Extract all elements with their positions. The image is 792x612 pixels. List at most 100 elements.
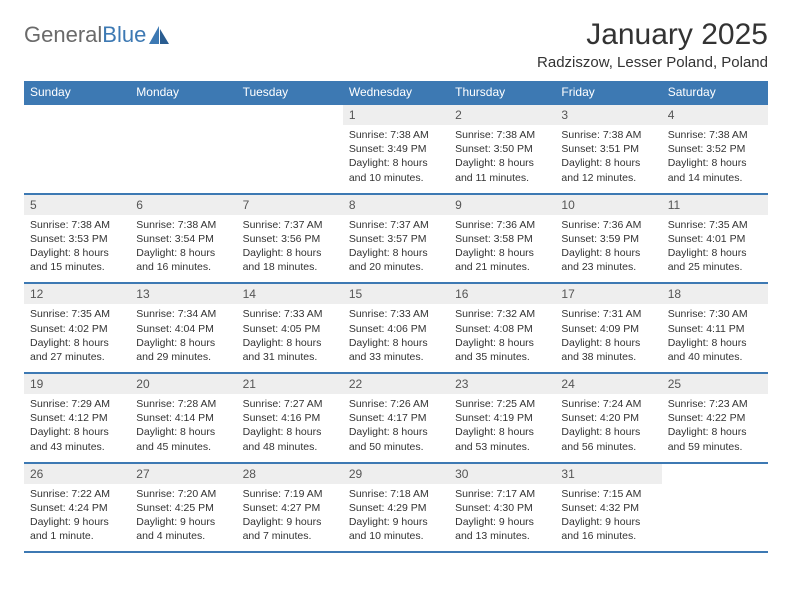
calendar-day-cell: 20Sunrise: 7:28 AMSunset: 4:14 PMDayligh… [130, 373, 236, 463]
daylight-text: Daylight: 9 hours and 1 minute. [30, 515, 124, 543]
day-body-blank [130, 125, 236, 183]
sunset-text: Sunset: 4:22 PM [668, 411, 762, 425]
day-body: Sunrise: 7:38 AMSunset: 3:51 PMDaylight:… [555, 125, 661, 193]
day-number: 31 [555, 464, 661, 484]
sunset-text: Sunset: 3:51 PM [561, 142, 655, 156]
day-body: Sunrise: 7:26 AMSunset: 4:17 PMDaylight:… [343, 394, 449, 462]
calendar-day-cell: 8Sunrise: 7:37 AMSunset: 3:57 PMDaylight… [343, 194, 449, 284]
calendar-day-cell: 16Sunrise: 7:32 AMSunset: 4:08 PMDayligh… [449, 283, 555, 373]
day-number: 24 [555, 374, 661, 394]
calendar-day-cell: 2Sunrise: 7:38 AMSunset: 3:50 PMDaylight… [449, 104, 555, 194]
sunset-text: Sunset: 4:05 PM [243, 322, 337, 336]
sunset-text: Sunset: 3:49 PM [349, 142, 443, 156]
sunset-text: Sunset: 4:29 PM [349, 501, 443, 515]
sunset-text: Sunset: 3:50 PM [455, 142, 549, 156]
calendar-day-cell: 23Sunrise: 7:25 AMSunset: 4:19 PMDayligh… [449, 373, 555, 463]
daylight-text: Daylight: 8 hours and 38 minutes. [561, 336, 655, 364]
day-body: Sunrise: 7:17 AMSunset: 4:30 PMDaylight:… [449, 484, 555, 552]
day-body: Sunrise: 7:37 AMSunset: 3:57 PMDaylight:… [343, 215, 449, 283]
weekday-header: Friday [555, 81, 661, 104]
day-body: Sunrise: 7:38 AMSunset: 3:50 PMDaylight:… [449, 125, 555, 193]
day-body-blank [662, 484, 768, 542]
day-body: Sunrise: 7:23 AMSunset: 4:22 PMDaylight:… [662, 394, 768, 462]
sunrise-text: Sunrise: 7:38 AM [30, 218, 124, 232]
calendar-day-cell: 27Sunrise: 7:20 AMSunset: 4:25 PMDayligh… [130, 463, 236, 553]
sunrise-text: Sunrise: 7:30 AM [668, 307, 762, 321]
day-number: 2 [449, 105, 555, 125]
daylight-text: Daylight: 8 hours and 10 minutes. [349, 156, 443, 184]
calendar-day-cell: 25Sunrise: 7:23 AMSunset: 4:22 PMDayligh… [662, 373, 768, 463]
sunrise-text: Sunrise: 7:25 AM [455, 397, 549, 411]
day-body: Sunrise: 7:30 AMSunset: 4:11 PMDaylight:… [662, 304, 768, 372]
sunset-text: Sunset: 3:57 PM [349, 232, 443, 246]
sunrise-text: Sunrise: 7:37 AM [243, 218, 337, 232]
calendar-day-cell: 29Sunrise: 7:18 AMSunset: 4:29 PMDayligh… [343, 463, 449, 553]
day-number-blank [24, 105, 130, 125]
calendar-day-cell [237, 104, 343, 194]
day-body: Sunrise: 7:31 AMSunset: 4:09 PMDaylight:… [555, 304, 661, 372]
calendar-day-cell: 31Sunrise: 7:15 AMSunset: 4:32 PMDayligh… [555, 463, 661, 553]
logo: GeneralBlue [24, 18, 170, 48]
calendar-day-cell: 9Sunrise: 7:36 AMSunset: 3:58 PMDaylight… [449, 194, 555, 284]
day-number: 15 [343, 284, 449, 304]
sunset-text: Sunset: 4:16 PM [243, 411, 337, 425]
sunrise-text: Sunrise: 7:38 AM [668, 128, 762, 142]
calendar-day-cell: 21Sunrise: 7:27 AMSunset: 4:16 PMDayligh… [237, 373, 343, 463]
day-number: 27 [130, 464, 236, 484]
day-body: Sunrise: 7:32 AMSunset: 4:08 PMDaylight:… [449, 304, 555, 372]
sunrise-text: Sunrise: 7:35 AM [668, 218, 762, 232]
calendar-week-row: 5Sunrise: 7:38 AMSunset: 3:53 PMDaylight… [24, 194, 768, 284]
sunset-text: Sunset: 4:17 PM [349, 411, 443, 425]
day-body: Sunrise: 7:27 AMSunset: 4:16 PMDaylight:… [237, 394, 343, 462]
weekday-header: Monday [130, 81, 236, 104]
sunrise-text: Sunrise: 7:34 AM [136, 307, 230, 321]
calendar-day-cell: 4Sunrise: 7:38 AMSunset: 3:52 PMDaylight… [662, 104, 768, 194]
day-number: 20 [130, 374, 236, 394]
calendar-day-cell: 7Sunrise: 7:37 AMSunset: 3:56 PMDaylight… [237, 194, 343, 284]
calendar-week-row: 19Sunrise: 7:29 AMSunset: 4:12 PMDayligh… [24, 373, 768, 463]
calendar-week-row: 1Sunrise: 7:38 AMSunset: 3:49 PMDaylight… [24, 104, 768, 194]
calendar-day-cell [24, 104, 130, 194]
calendar-day-cell: 17Sunrise: 7:31 AMSunset: 4:09 PMDayligh… [555, 283, 661, 373]
day-body: Sunrise: 7:38 AMSunset: 3:54 PMDaylight:… [130, 215, 236, 283]
calendar-day-cell [130, 104, 236, 194]
day-number: 25 [662, 374, 768, 394]
daylight-text: Daylight: 8 hours and 59 minutes. [668, 425, 762, 453]
calendar-day-cell: 22Sunrise: 7:26 AMSunset: 4:17 PMDayligh… [343, 373, 449, 463]
calendar-table: SundayMondayTuesdayWednesdayThursdayFrid… [24, 81, 768, 553]
sunset-text: Sunset: 4:02 PM [30, 322, 124, 336]
sunrise-text: Sunrise: 7:37 AM [349, 218, 443, 232]
daylight-text: Daylight: 8 hours and 21 minutes. [455, 246, 549, 274]
calendar-day-cell: 1Sunrise: 7:38 AMSunset: 3:49 PMDaylight… [343, 104, 449, 194]
day-body: Sunrise: 7:20 AMSunset: 4:25 PMDaylight:… [130, 484, 236, 552]
title-block: January 2025 Radziszow, Lesser Poland, P… [537, 18, 768, 75]
daylight-text: Daylight: 8 hours and 35 minutes. [455, 336, 549, 364]
daylight-text: Daylight: 8 hours and 43 minutes. [30, 425, 124, 453]
day-body: Sunrise: 7:33 AMSunset: 4:06 PMDaylight:… [343, 304, 449, 372]
day-number: 6 [130, 195, 236, 215]
daylight-text: Daylight: 8 hours and 12 minutes. [561, 156, 655, 184]
day-number: 10 [555, 195, 661, 215]
day-body: Sunrise: 7:22 AMSunset: 4:24 PMDaylight:… [24, 484, 130, 552]
day-number: 3 [555, 105, 661, 125]
daylight-text: Daylight: 9 hours and 16 minutes. [561, 515, 655, 543]
daylight-text: Daylight: 8 hours and 14 minutes. [668, 156, 762, 184]
day-body: Sunrise: 7:15 AMSunset: 4:32 PMDaylight:… [555, 484, 661, 552]
day-body: Sunrise: 7:36 AMSunset: 3:58 PMDaylight:… [449, 215, 555, 283]
calendar-day-cell: 14Sunrise: 7:33 AMSunset: 4:05 PMDayligh… [237, 283, 343, 373]
sunset-text: Sunset: 4:14 PM [136, 411, 230, 425]
calendar-day-cell: 3Sunrise: 7:38 AMSunset: 3:51 PMDaylight… [555, 104, 661, 194]
day-number: 9 [449, 195, 555, 215]
sunset-text: Sunset: 4:09 PM [561, 322, 655, 336]
day-number: 28 [237, 464, 343, 484]
sunset-text: Sunset: 4:25 PM [136, 501, 230, 515]
day-body: Sunrise: 7:38 AMSunset: 3:52 PMDaylight:… [662, 125, 768, 193]
sunrise-text: Sunrise: 7:36 AM [455, 218, 549, 232]
day-number: 4 [662, 105, 768, 125]
daylight-text: Daylight: 9 hours and 10 minutes. [349, 515, 443, 543]
daylight-text: Daylight: 8 hours and 40 minutes. [668, 336, 762, 364]
calendar-page: GeneralBlue January 2025 Radziszow, Less… [0, 0, 792, 571]
sunset-text: Sunset: 4:06 PM [349, 322, 443, 336]
sunset-text: Sunset: 4:27 PM [243, 501, 337, 515]
sunrise-text: Sunrise: 7:15 AM [561, 487, 655, 501]
